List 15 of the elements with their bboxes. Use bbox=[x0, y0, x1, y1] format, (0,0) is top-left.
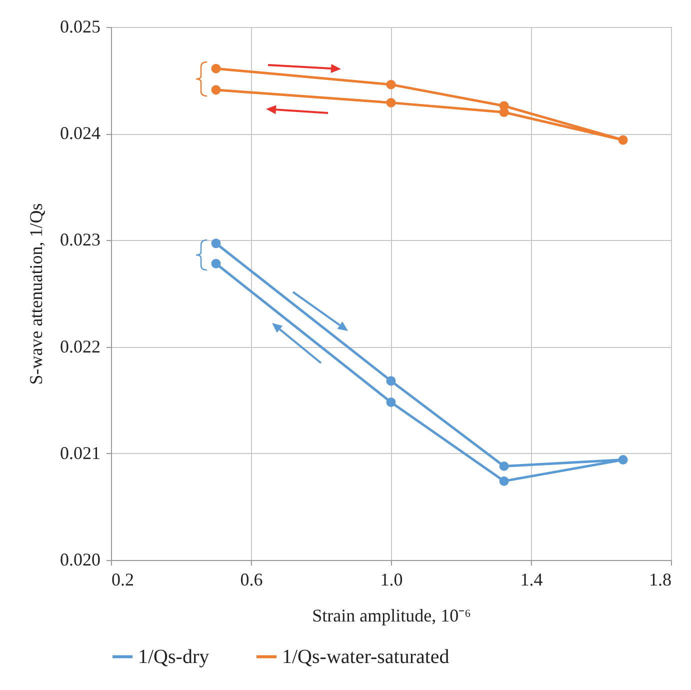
text: 0.2 bbox=[112, 570, 134, 590]
y-tick-label: 0.025 bbox=[60, 16, 100, 36]
x-tick-label: 1.0 bbox=[380, 570, 403, 590]
y-axis-title: S-wave attenuation, 1/Qs bbox=[26, 203, 46, 385]
x-tick-label: 1.4 bbox=[520, 570, 543, 590]
y-tick-label: 0.020 bbox=[60, 550, 100, 570]
x-axis-title: Strain amplitude, 10⁻⁶ bbox=[312, 606, 471, 626]
y-tick-label: 0.024 bbox=[60, 123, 100, 144]
x-tick-label: 0.6 bbox=[240, 570, 263, 590]
y-tick-label: 0.022 bbox=[60, 336, 100, 356]
legend-label: 1/Qs-water-saturated bbox=[282, 646, 450, 668]
legend-label: 1/Qs-dry bbox=[138, 646, 210, 668]
y-tick-label: 0.023 bbox=[60, 230, 100, 250]
x-tick-label: 1.8 bbox=[649, 570, 672, 590]
y-tick-label: 0.021 bbox=[60, 442, 100, 463]
